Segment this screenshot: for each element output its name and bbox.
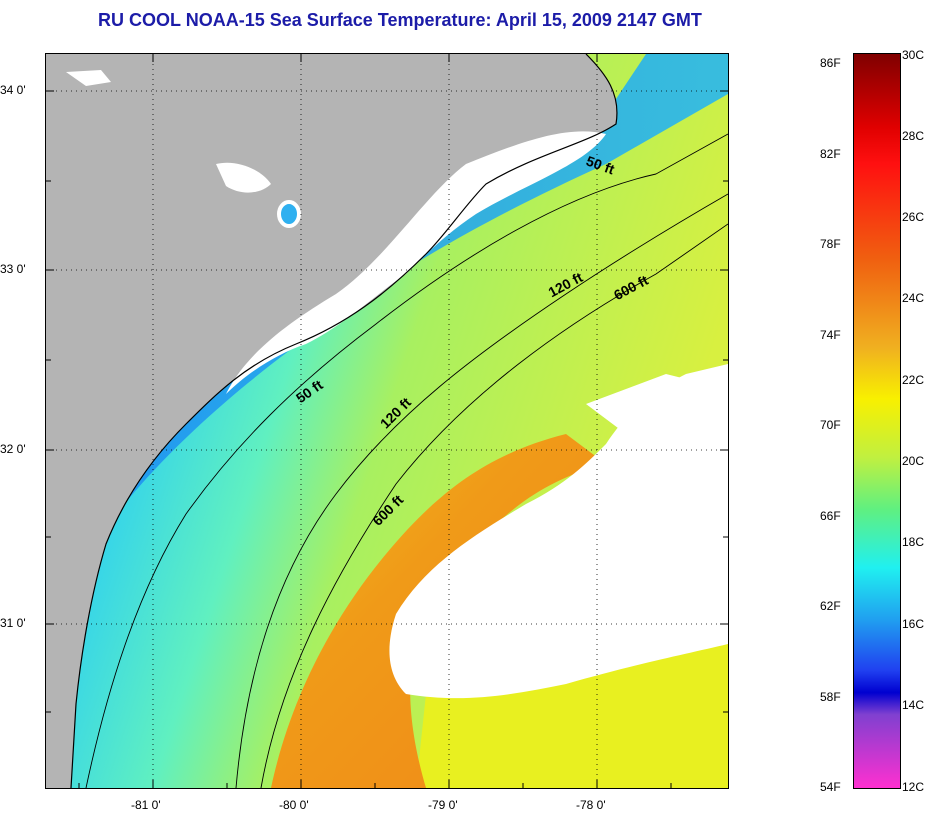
map-title: RU COOL NOAA-15 Sea Surface Temperature:… [98, 10, 702, 30]
lon-label-80: -80 0' [279, 798, 309, 812]
coastal-cloud [226, 131, 606, 394]
offshore-cloud-north [586, 374, 706, 434]
lat-label-32: 32 0' [0, 442, 26, 456]
map-ticks [46, 54, 728, 788]
lon-label-81: -81 0' [131, 798, 161, 812]
sst-map-canvas: 50 ft 50 ft 120 ft 120 ft 600 ft 600 ft [46, 54, 728, 788]
gulf-stream [271, 434, 606, 788]
cb-c-16: 16C [902, 617, 925, 631]
sst-map: 50 ft 50 ft 120 ft 120 ft 600 ft 600 ft [45, 53, 729, 789]
cb-f-62: 62F [820, 599, 841, 613]
graticule [46, 54, 728, 788]
cb-c-12: 12C [902, 780, 925, 794]
cb-f-66: 66F [820, 509, 841, 523]
lat-label-34: 34 0' [0, 83, 26, 97]
colorbar-gradient [854, 54, 900, 788]
cb-f-86: 86F [820, 56, 841, 70]
lake-marion [216, 162, 271, 193]
cb-f-78: 78F [820, 237, 841, 251]
cb-f-58: 58F [820, 690, 841, 704]
isobath-120ft [235, 193, 728, 788]
lat-label-33: 33 0' [0, 262, 26, 276]
lon-label-79: -79 0' [428, 798, 458, 812]
cb-c-20: 20C [902, 454, 925, 468]
lat-label-31: 31 0' [0, 616, 26, 630]
isobath-50ft [85, 133, 728, 788]
lon-label-78: -78 0' [576, 798, 606, 812]
cb-c-22: 22C [902, 373, 925, 387]
temperature-colorbar [853, 53, 901, 789]
cb-f-54: 54F [820, 780, 841, 794]
isobath-600ft [260, 223, 728, 788]
cb-c-28: 28C [902, 129, 925, 143]
cb-f-82: 82F [820, 147, 841, 161]
cb-f-74: 74F [820, 328, 841, 342]
lake-moultrie [277, 200, 301, 228]
cb-c-18: 18C [902, 535, 925, 549]
offshore-cloud [389, 364, 728, 699]
cb-c-14: 14C [902, 698, 925, 712]
cb-c-24: 24C [902, 291, 925, 305]
cb-c-26: 26C [902, 210, 925, 224]
land-mass [46, 54, 617, 788]
nearshore-cold-water [76, 54, 728, 574]
inland-cloud [66, 70, 111, 86]
cb-f-70: 70F [820, 418, 841, 432]
coastline [70, 54, 618, 788]
cb-c-30: 30C [902, 48, 925, 62]
